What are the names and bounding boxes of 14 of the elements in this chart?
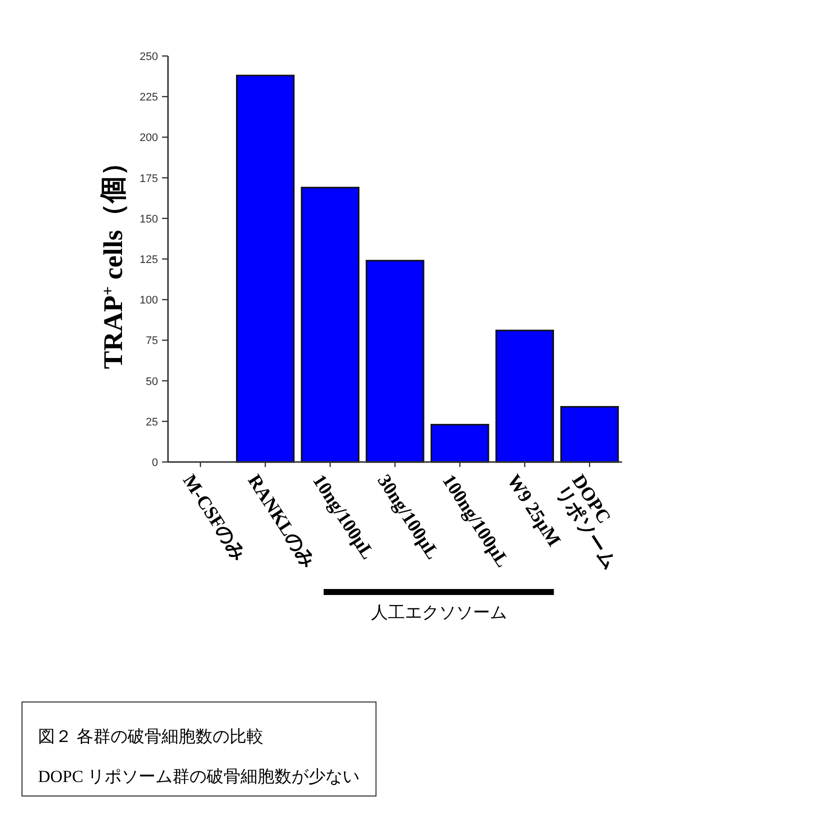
y-tick-label: 125 [140, 254, 158, 266]
y-tick-label: 175 [140, 172, 158, 185]
y-tick-label: 50 [146, 376, 158, 388]
y-tick-label: 250 [140, 51, 158, 63]
y-tick-label: 200 [140, 132, 158, 144]
y-tick-label: 0 [152, 457, 158, 469]
y-tick-label: 100 [140, 294, 158, 307]
y-tick-label: 225 [140, 92, 158, 104]
text: 人工エクソソーム [370, 603, 507, 622]
text: DOPC リポソーム群の破骨細胞数が少ない [38, 767, 360, 786]
y-tick-label: 75 [146, 335, 158, 348]
y-tick-label: 150 [140, 213, 158, 226]
y-tick-label: 25 [146, 416, 158, 428]
caption: 図２ 各群の破骨細胞数の比較 [38, 727, 264, 746]
